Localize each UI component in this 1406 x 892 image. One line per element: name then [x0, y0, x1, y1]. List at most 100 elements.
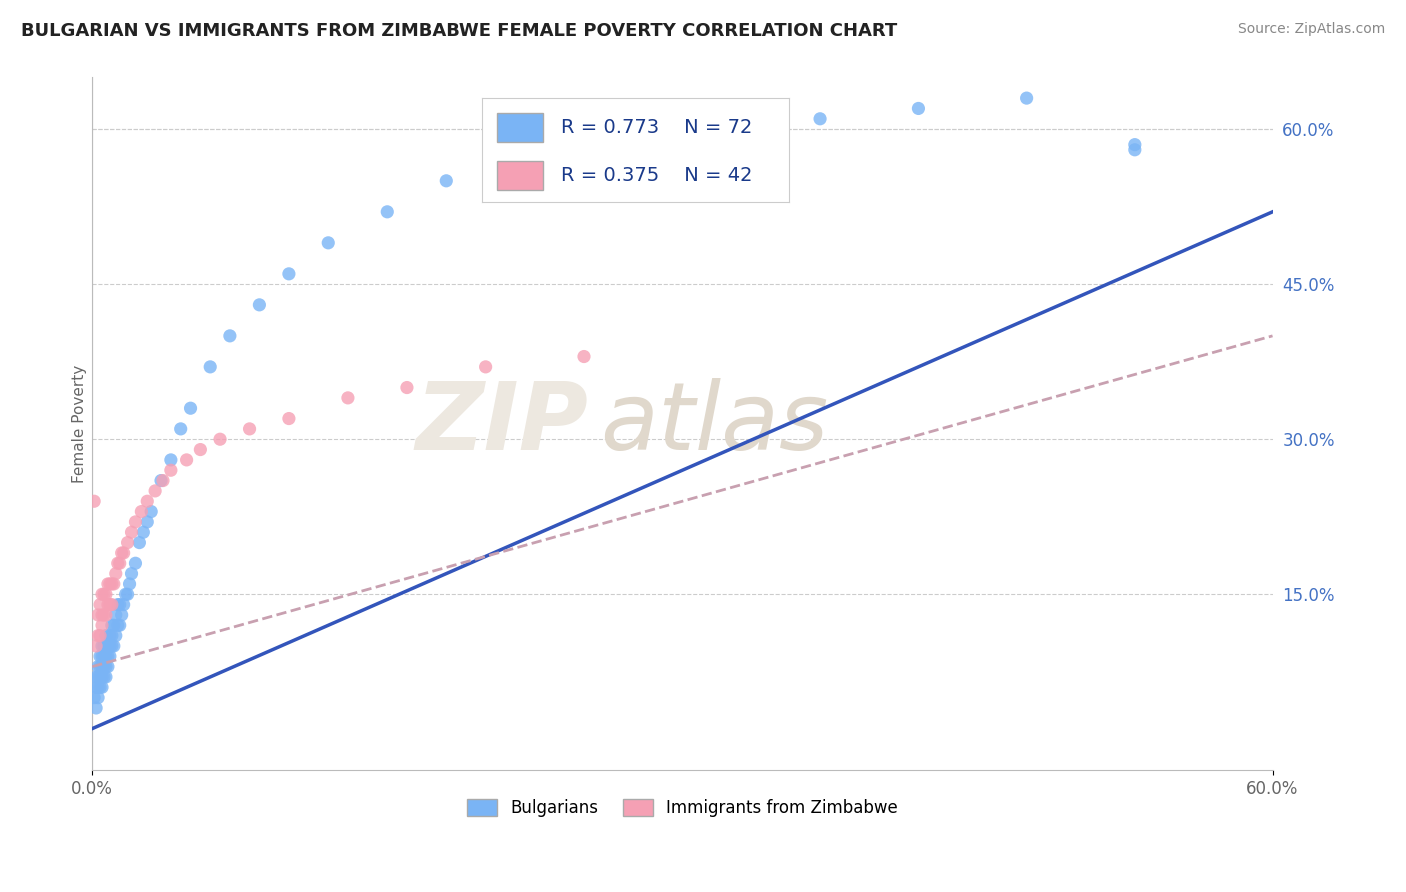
Point — [111, 607, 134, 622]
Point — [103, 639, 125, 653]
Point — [93, 670, 115, 684]
Point — [91, 649, 114, 664]
Point — [93, 649, 115, 664]
Point — [150, 474, 173, 488]
Point — [91, 587, 114, 601]
Point — [176, 453, 198, 467]
Point — [395, 380, 418, 394]
Y-axis label: Female Poverty: Female Poverty — [72, 365, 87, 483]
Point — [84, 681, 107, 695]
Point — [93, 639, 115, 653]
Point — [93, 659, 115, 673]
Point — [104, 566, 127, 581]
Point — [101, 618, 124, 632]
Point — [97, 577, 120, 591]
Point — [98, 629, 121, 643]
Point — [114, 587, 136, 601]
Point — [103, 618, 125, 632]
Point — [152, 474, 174, 488]
Legend: Bulgarians, Immigrants from Zimbabwe: Bulgarians, Immigrants from Zimbabwe — [460, 792, 904, 824]
Point — [160, 463, 183, 477]
Point — [101, 598, 124, 612]
Point — [143, 483, 166, 498]
Point — [132, 525, 155, 540]
Point — [91, 659, 114, 673]
Point — [94, 607, 117, 622]
Point — [87, 659, 110, 673]
Point — [117, 535, 139, 549]
Point — [124, 556, 146, 570]
Point — [89, 649, 111, 664]
Point — [710, 122, 733, 136]
Point — [87, 690, 110, 705]
Point — [375, 204, 398, 219]
Point — [1123, 137, 1146, 152]
Point — [91, 670, 114, 684]
Point — [89, 598, 111, 612]
Point — [107, 556, 129, 570]
Point — [1123, 143, 1146, 157]
Point — [93, 587, 115, 601]
Point — [97, 649, 120, 664]
Point — [98, 649, 121, 664]
Point — [98, 598, 121, 612]
Point — [93, 607, 115, 622]
Point — [170, 422, 193, 436]
Point — [97, 659, 120, 673]
Point — [87, 629, 110, 643]
Point — [108, 556, 131, 570]
Point — [94, 670, 117, 684]
Point — [121, 566, 143, 581]
Point — [97, 639, 120, 653]
Point — [808, 112, 831, 126]
Point — [118, 577, 141, 591]
Point — [238, 422, 260, 436]
Point — [434, 174, 457, 188]
Point — [219, 329, 242, 343]
Point — [336, 391, 359, 405]
Point — [277, 411, 299, 425]
Point — [136, 515, 159, 529]
Point — [117, 587, 139, 601]
Point — [94, 649, 117, 664]
Point — [572, 350, 595, 364]
Point — [112, 598, 135, 612]
Point — [84, 670, 107, 684]
Point — [91, 618, 114, 632]
Point — [94, 659, 117, 673]
Point — [316, 235, 339, 250]
Point — [108, 598, 131, 612]
Point — [91, 639, 114, 653]
Point — [98, 577, 121, 591]
Point — [83, 494, 105, 508]
Point — [190, 442, 212, 457]
Point — [91, 681, 114, 695]
Text: ZIP: ZIP — [415, 377, 588, 470]
Point — [131, 505, 153, 519]
Point — [277, 267, 299, 281]
Text: BULGARIAN VS IMMIGRANTS FROM ZIMBABWE FEMALE POVERTY CORRELATION CHART: BULGARIAN VS IMMIGRANTS FROM ZIMBABWE FE… — [21, 22, 897, 40]
Text: Source: ZipAtlas.com: Source: ZipAtlas.com — [1237, 22, 1385, 37]
Point — [112, 546, 135, 560]
Point — [98, 639, 121, 653]
Point — [141, 505, 163, 519]
Point — [107, 618, 129, 632]
Point — [107, 598, 129, 612]
Point — [121, 525, 143, 540]
Point — [101, 577, 124, 591]
Point — [160, 453, 183, 467]
Point — [513, 153, 536, 168]
Point — [209, 432, 232, 446]
Point — [91, 607, 114, 622]
Point — [474, 359, 496, 374]
Point — [83, 690, 105, 705]
Point — [104, 607, 127, 622]
Point — [94, 629, 117, 643]
Point — [200, 359, 222, 374]
Point — [104, 629, 127, 643]
Point — [180, 401, 202, 416]
Point — [907, 102, 929, 116]
Point — [247, 298, 270, 312]
Point — [103, 577, 125, 591]
Point — [89, 670, 111, 684]
